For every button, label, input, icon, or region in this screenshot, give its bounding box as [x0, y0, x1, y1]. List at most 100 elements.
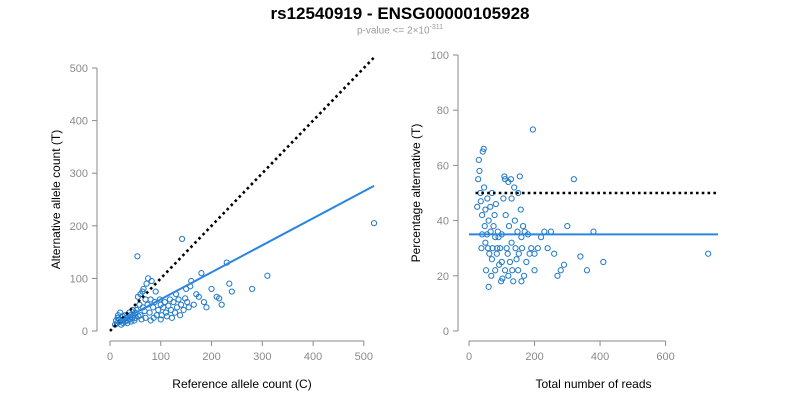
data-point [485, 217, 492, 224]
data-point [515, 250, 522, 257]
fit-line [114, 184, 375, 325]
data-point [500, 195, 507, 202]
data-point [170, 298, 177, 306]
data-point [551, 250, 558, 257]
data-point [208, 285, 215, 293]
y-tick-label: 60 [437, 160, 449, 172]
data-point [504, 250, 511, 257]
data-point [531, 267, 538, 274]
data-point [485, 283, 492, 290]
data-point [491, 211, 498, 219]
data-point [175, 296, 182, 303]
data-point [142, 314, 149, 321]
data-point [497, 245, 504, 252]
data-point [515, 267, 522, 274]
data-point [487, 203, 494, 210]
data-point [480, 145, 487, 152]
data-point [178, 235, 186, 243]
data-point [520, 272, 528, 279]
y-tick-label: 100 [70, 273, 88, 285]
data-point [506, 258, 514, 266]
data-point [144, 275, 152, 282]
data-point [512, 245, 519, 252]
data-point [226, 280, 233, 287]
data-point [534, 245, 541, 252]
data-point [157, 316, 164, 323]
data-point [492, 200, 499, 208]
subtitle-exponent: -311 [429, 24, 444, 31]
data-point [171, 309, 179, 316]
data-point [190, 301, 197, 308]
data-point [600, 258, 607, 266]
data-point [264, 272, 271, 279]
data-point [511, 184, 518, 191]
data-point [479, 211, 486, 219]
data-point [203, 304, 210, 311]
y-axis-title: Percentage alternative (T) [409, 124, 423, 263]
y-tick-label: 40 [437, 216, 449, 228]
data-point [498, 258, 505, 266]
data-point [503, 245, 510, 252]
data-point [510, 278, 517, 285]
x-tick-label: 400 [591, 351, 609, 363]
data-point [557, 267, 564, 274]
data-point [554, 272, 561, 279]
data-point [228, 288, 235, 295]
data-point [493, 250, 500, 257]
data-point [502, 211, 509, 219]
data-point [488, 256, 496, 263]
data-point [484, 245, 492, 252]
data-point [150, 304, 157, 311]
x-axis-title: Total number of reads [535, 377, 651, 391]
data-point [528, 245, 535, 252]
data-point [494, 245, 501, 252]
data-point [564, 223, 571, 230]
data-point [508, 239, 515, 246]
data-point [484, 195, 491, 202]
data-point [511, 217, 518, 224]
data-point [519, 223, 527, 230]
data-point [501, 173, 508, 180]
data-point [477, 198, 484, 205]
data-point [482, 267, 490, 274]
y-tick-label: 20 [437, 271, 449, 283]
data-point [501, 267, 509, 274]
data-point [134, 253, 141, 260]
data-point [705, 250, 712, 257]
data-point [128, 318, 135, 325]
data-point [518, 245, 526, 252]
chart-subtitle: p-value <= 2×10-311 [0, 24, 800, 36]
data-point [507, 176, 515, 183]
data-point [474, 203, 481, 210]
data-point [583, 267, 591, 274]
x-tick-label: 200 [202, 351, 220, 363]
y-tick-label: 500 [70, 63, 88, 75]
data-point [560, 261, 568, 268]
x-tick-label: 500 [355, 351, 373, 363]
data-point [476, 167, 483, 175]
x-tick-label: 600 [656, 351, 674, 363]
data-point [499, 275, 506, 282]
data-point [155, 306, 162, 314]
left-scatter-plot: 0 100 200 300 400 500 0 100 200 300 400 500 Referenc… [49, 56, 378, 391]
y-tick-label: 0 [82, 326, 88, 338]
y-tick-label: 100 [431, 50, 449, 62]
data-point [516, 173, 523, 180]
data-point [508, 195, 515, 202]
data-point [544, 245, 551, 252]
x-tick-label: 100 [152, 351, 170, 363]
data-point [185, 304, 192, 311]
data-point [176, 312, 184, 319]
data-point [480, 184, 488, 191]
data-point [529, 126, 536, 133]
data-point [515, 189, 522, 197]
data-point [161, 298, 168, 306]
data-point [481, 223, 488, 230]
subtitle-prefix: p-value <= 2×10 [356, 25, 430, 37]
data-point [166, 296, 174, 303]
data-point [482, 206, 489, 213]
data-point [479, 148, 486, 155]
data-point [523, 258, 530, 266]
data-point [492, 267, 499, 274]
